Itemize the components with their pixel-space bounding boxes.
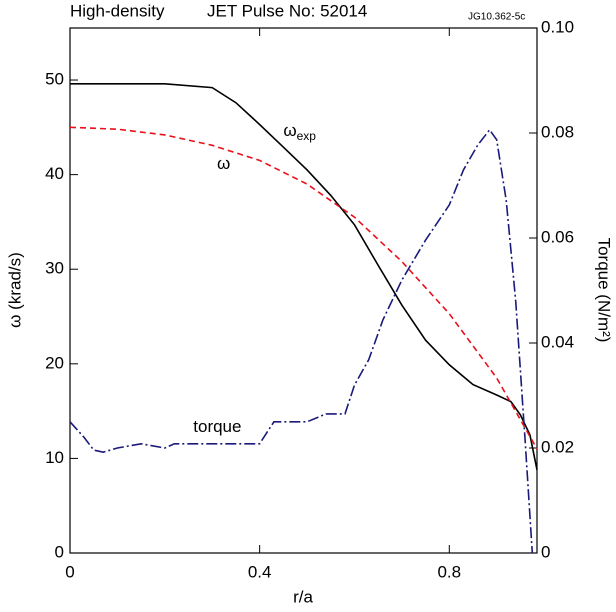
plot-frame [69,27,538,554]
annotation: ωexp [283,122,316,144]
x-tick-label: 0.8 [437,562,461,581]
figure-id: JG10.362-5c [468,12,525,23]
y-tick-label: 20 [45,353,64,372]
x-tick-label: 0 [65,562,74,581]
annotation-subscript: exp [297,129,317,143]
y-tick-label: 0 [55,542,64,561]
y-tick-label: 10 [45,448,64,467]
y2-axis-label: Torque (N/m²) [595,238,614,343]
y2-tick-label: 0.08 [541,122,574,141]
annotation-text: ω [283,122,296,141]
annotation-text: ω [217,155,230,174]
x-axis-label: r/a [293,587,313,606]
y2-tick-label: 0.06 [541,227,574,246]
annotation-text: torque [193,418,241,437]
chart-title: High-density [70,1,165,20]
y-tick-label: 40 [45,164,64,183]
x-tick-label: 0.4 [248,562,272,581]
y2-tick-label: 0 [541,542,550,561]
y-tick-label: 50 [45,70,64,89]
y-axis-label: ω (krad/s) [5,252,24,328]
series-line [70,83,538,470]
y2-tick-label: 0.04 [541,332,574,351]
y2-tick-label: 0.02 [541,437,574,456]
annotation: ω [217,155,230,174]
series-line [69,126,538,450]
y-tick-label: 30 [45,259,64,278]
annotation: torque [193,418,241,437]
series-line [69,128,534,554]
chart-subtitle: JET Pulse No: 52014 [207,1,367,20]
y2-tick-label: 0.10 [541,17,574,36]
